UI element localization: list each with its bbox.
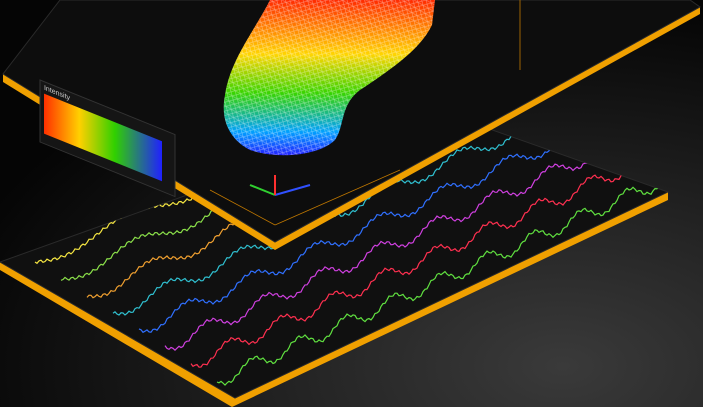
axis-line [274, 169, 401, 226]
axis-gizmo [274, 184, 311, 196]
legend-gradient [44, 93, 162, 182]
wave-trace [112, 108, 668, 316]
wave-trace [138, 108, 668, 334]
axis-gizmo [249, 184, 276, 196]
wave-trace [190, 108, 668, 368]
surface-wireframe [223, 0, 435, 156]
upper-panel [2, 0, 701, 243]
wave-trace [216, 108, 668, 386]
axis-line [209, 189, 276, 226]
upper-panel-edge [3, 7, 700, 250]
